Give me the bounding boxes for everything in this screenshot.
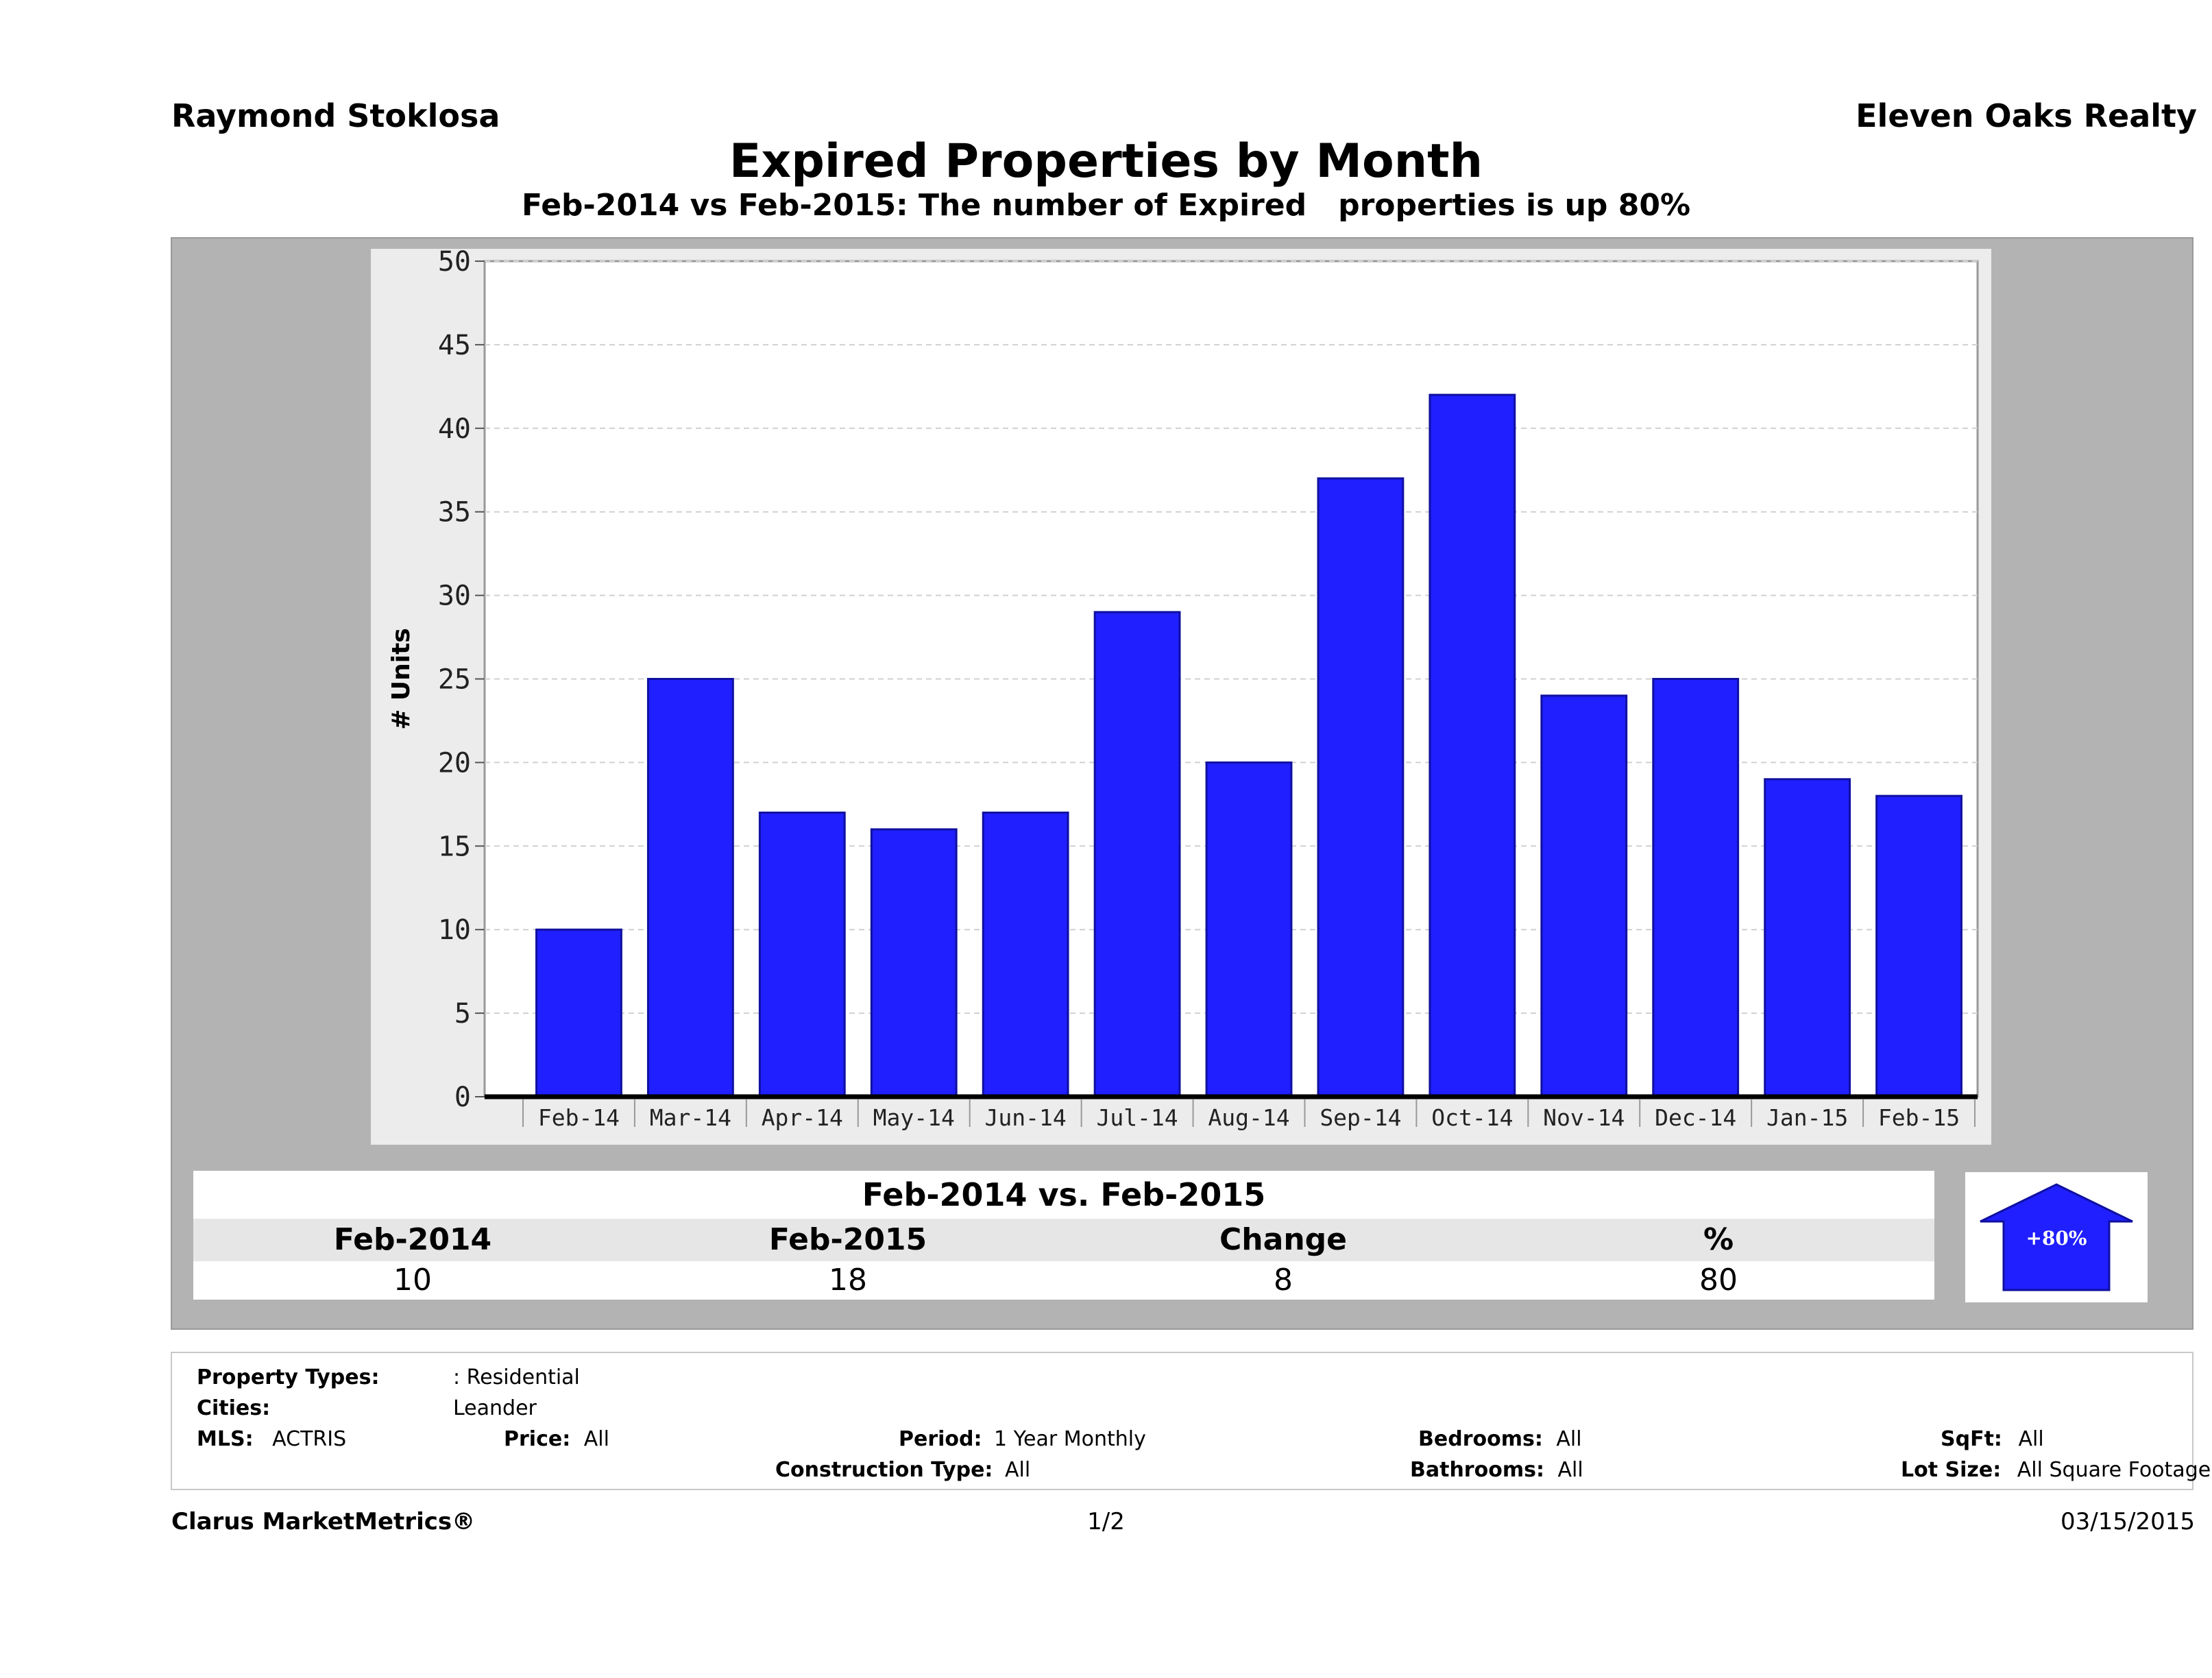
summary-value-feb-2014: 10 xyxy=(393,1263,432,1298)
y-tick-label: 40 xyxy=(438,413,471,445)
summary-value-percent: 80 xyxy=(1699,1263,1738,1298)
summary-header-row: Feb-2014 Feb-2015 Change % xyxy=(193,1219,1934,1261)
page-number: 1/2 xyxy=(1087,1508,1125,1535)
bar xyxy=(870,828,958,1098)
filter-value: All xyxy=(2018,1427,2044,1451)
footer-brand: Clarus MarketMetrics® xyxy=(171,1508,476,1535)
page-title: Expired Properties by Month xyxy=(729,134,1483,189)
bar xyxy=(535,928,622,1098)
y-tick-label: 0 xyxy=(454,1082,471,1113)
change-badge-label: +80% xyxy=(2026,1227,2087,1250)
filter-value: 1 Year Monthly xyxy=(994,1427,1146,1451)
filter-label: SqFt: xyxy=(1941,1427,2002,1451)
filter-cities-value: Leander xyxy=(453,1396,537,1420)
bar xyxy=(646,678,734,1098)
filter-value: All xyxy=(583,1427,609,1451)
filter-period: Period: 1 Year Monthly xyxy=(899,1427,1146,1451)
filter-label: Bedrooms: xyxy=(1418,1427,1543,1451)
y-tick-label: 10 xyxy=(438,914,471,946)
bar xyxy=(1540,694,1628,1098)
x-tick-label: Jul-14 xyxy=(1096,1104,1178,1131)
bar xyxy=(1205,761,1293,1098)
summary-value-change: 8 xyxy=(1274,1263,1293,1298)
filter-label: Property Types: xyxy=(197,1365,380,1389)
y-tick-label: 45 xyxy=(438,330,471,361)
x-tick-label: Feb-15 xyxy=(1878,1104,1960,1131)
bar xyxy=(1317,477,1405,1098)
x-tick-label: Aug-14 xyxy=(1208,1104,1289,1131)
x-tick-label: Dec-14 xyxy=(1655,1104,1736,1131)
filter-label: Lot Size: xyxy=(1901,1458,2002,1482)
filter-value: ACTRIS xyxy=(272,1427,347,1451)
x-tick-label: Sep-14 xyxy=(1320,1104,1401,1131)
x-tick-label: May-14 xyxy=(873,1104,955,1131)
bar xyxy=(1764,778,1851,1098)
summary-value-row: 10 18 8 80 xyxy=(193,1261,1934,1300)
filter-label: Period: xyxy=(899,1427,982,1451)
up-arrow-icon: +80% xyxy=(1980,1183,2133,1291)
x-tick-label: Apr-14 xyxy=(762,1104,843,1131)
filter-label: Cities: xyxy=(197,1396,271,1420)
company-name: Eleven Oaks Realty xyxy=(1856,97,2197,134)
summary-col-feb-2014: Feb-2014 xyxy=(333,1222,492,1257)
x-tick-label: Jun-14 xyxy=(985,1104,1067,1131)
filter-bathrooms: Bathrooms: All xyxy=(1410,1458,1583,1482)
y-tick-label: 15 xyxy=(438,831,471,862)
filter-label: MLS: xyxy=(197,1427,254,1451)
y-tick-label: 20 xyxy=(438,747,471,779)
filter-label: Bathrooms: xyxy=(1410,1458,1544,1482)
filter-value: All xyxy=(1557,1458,1583,1482)
summary-col-percent: % xyxy=(1703,1222,1734,1257)
y-tick-label: 35 xyxy=(438,497,471,528)
summary-col-change: Change xyxy=(1219,1222,1347,1257)
x-tick-label: Oct-14 xyxy=(1431,1104,1513,1131)
bar xyxy=(1652,678,1740,1098)
bar-chart: 0 5 10 15 20 25 30 35 40 45 50 # Units Feb-14 Mar-14 A… xyxy=(387,249,1979,1131)
filter-label: Price: xyxy=(504,1427,571,1451)
filter-sqft: SqFt: All xyxy=(1941,1427,2044,1451)
filter-construction-type: Construction Type: All xyxy=(775,1458,1030,1482)
bar xyxy=(982,812,1069,1098)
y-tick-label: 30 xyxy=(438,581,471,612)
report-filters: Property Types: : Residential Cities: Le… xyxy=(171,1352,2211,1490)
filter-cities: Cities: xyxy=(197,1396,270,1420)
x-tick-label: Jan-15 xyxy=(1766,1104,1848,1131)
filter-price: Price: All xyxy=(504,1427,609,1451)
filter-value: All xyxy=(1004,1458,1031,1482)
x-tick-label: Feb-14 xyxy=(538,1104,620,1131)
agent-name: Raymond Stoklosa xyxy=(171,97,500,134)
x-tick-label: Nov-14 xyxy=(1543,1104,1625,1131)
filter-lot-size: Lot Size: All Square Footage xyxy=(1901,1458,2211,1482)
bar xyxy=(1093,611,1181,1098)
filter-label: Construction Type: xyxy=(775,1458,993,1482)
filter-value: All Square Footage xyxy=(2017,1458,2211,1482)
filter-property-types: Property Types: xyxy=(197,1365,379,1389)
filter-property-types-value: : Residential xyxy=(453,1365,580,1389)
filter-bedrooms: Bedrooms: All xyxy=(1418,1427,1582,1451)
y-axis-label: # Units xyxy=(387,628,415,730)
y-tick-label: 5 xyxy=(454,998,471,1030)
bar xyxy=(758,812,846,1098)
report-date: 03/15/2015 xyxy=(2061,1508,2195,1535)
filter-value: All xyxy=(1556,1427,1582,1451)
x-tick-label: Mar-14 xyxy=(650,1104,731,1131)
change-badge: +80% xyxy=(1965,1172,2148,1302)
summary-value-feb-2015: 18 xyxy=(829,1263,867,1298)
y-tick-label: 25 xyxy=(438,664,471,696)
filter-mls: MLS: ACTRIS xyxy=(197,1427,346,1451)
summary-col-feb-2015: Feb-2015 xyxy=(768,1222,927,1257)
bar xyxy=(1875,794,1962,1098)
bar xyxy=(1429,393,1516,1098)
page-subtitle: Feb-2014 vs Feb-2015: The number of Expi… xyxy=(521,188,1691,223)
y-tick-label: 50 xyxy=(438,249,471,278)
summary-table: Feb-2014 vs. Feb-2015 Feb-2014 Feb-2015 … xyxy=(193,1171,1934,1304)
summary-heading: Feb-2014 vs. Feb-2015 xyxy=(193,1171,1934,1219)
